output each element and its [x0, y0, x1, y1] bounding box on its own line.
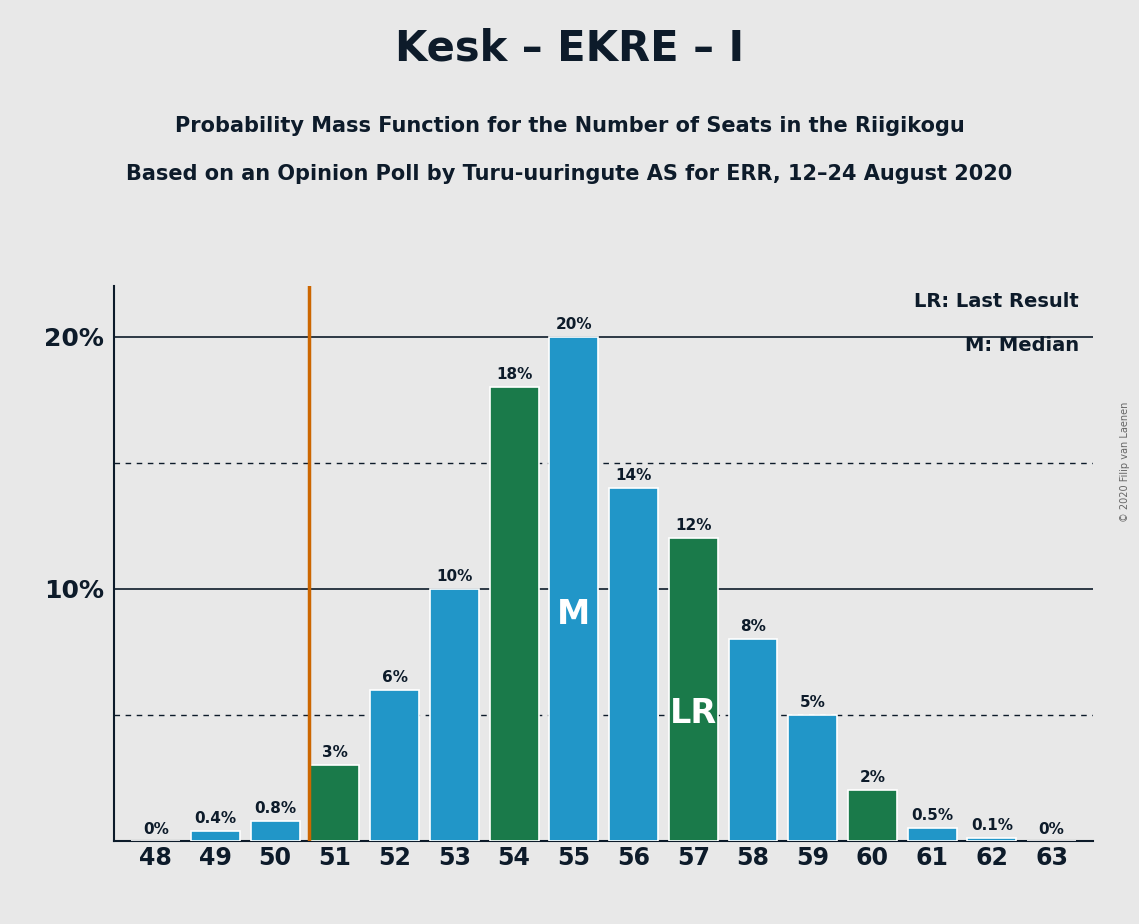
Text: 0%: 0%: [1039, 822, 1065, 837]
Text: Probability Mass Function for the Number of Seats in the Riigikogu: Probability Mass Function for the Number…: [174, 116, 965, 136]
Text: 0.4%: 0.4%: [195, 810, 237, 826]
Bar: [847, 790, 896, 841]
Bar: [609, 488, 658, 841]
Text: 0.5%: 0.5%: [911, 808, 953, 823]
Bar: [729, 639, 778, 841]
Bar: [429, 589, 478, 841]
Text: 8%: 8%: [740, 619, 765, 634]
Bar: [908, 828, 957, 841]
Text: M: M: [557, 598, 590, 630]
Text: 10%: 10%: [436, 569, 473, 584]
Text: M: Median: M: Median: [965, 336, 1079, 356]
Text: LR: LR: [670, 698, 716, 730]
Text: Based on an Opinion Poll by Turu-uuringute AS for ERR, 12–24 August 2020: Based on an Opinion Poll by Turu-uuringu…: [126, 164, 1013, 185]
Bar: [967, 838, 1016, 841]
Text: 0%: 0%: [142, 822, 169, 837]
Text: 12%: 12%: [675, 518, 712, 533]
Text: 5%: 5%: [800, 695, 826, 710]
Bar: [669, 539, 718, 841]
Text: LR: Last Result: LR: Last Result: [913, 292, 1079, 311]
Text: © 2020 Filip van Laenen: © 2020 Filip van Laenen: [1120, 402, 1130, 522]
Bar: [191, 831, 240, 841]
Bar: [788, 715, 837, 841]
Text: 0.1%: 0.1%: [970, 819, 1013, 833]
Text: 14%: 14%: [615, 468, 652, 483]
Text: 20%: 20%: [556, 317, 592, 332]
Text: 0.8%: 0.8%: [254, 800, 296, 816]
Bar: [490, 387, 539, 841]
Text: 2%: 2%: [860, 771, 885, 785]
Text: 6%: 6%: [382, 670, 408, 685]
Text: 18%: 18%: [495, 367, 532, 383]
Text: Kesk – EKRE – I: Kesk – EKRE – I: [395, 28, 744, 69]
Bar: [370, 689, 419, 841]
Bar: [311, 765, 360, 841]
Bar: [251, 821, 300, 841]
Bar: [549, 337, 598, 841]
Text: 3%: 3%: [322, 745, 347, 760]
